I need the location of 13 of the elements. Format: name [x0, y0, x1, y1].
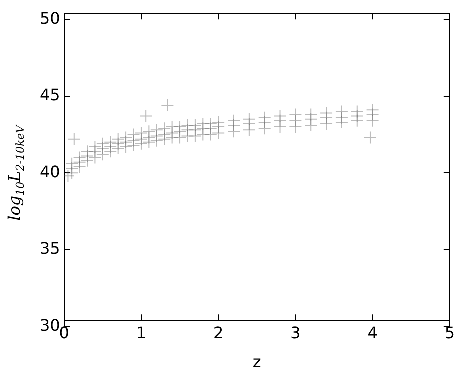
y-axis-title: log10L2-10keV [5, 124, 27, 221]
y-tick-label: 40 [40, 162, 60, 182]
y-tick-label: 45 [40, 86, 60, 105]
x-tick-label: 2 [213, 323, 224, 342]
x-tick-label: 4 [368, 323, 378, 342]
x-tick-label: 5 [444, 323, 456, 342]
x-tick-label: 3 [290, 323, 301, 342]
x-tick-label: 0 [59, 323, 70, 342]
x-tick-label: 1 [136, 323, 147, 342]
y-tick-label: 35 [40, 239, 60, 258]
y-tick-label: 50 [40, 8, 60, 28]
y-tick-label: 30 [40, 316, 60, 335]
x-axis-title: z [252, 352, 262, 372]
